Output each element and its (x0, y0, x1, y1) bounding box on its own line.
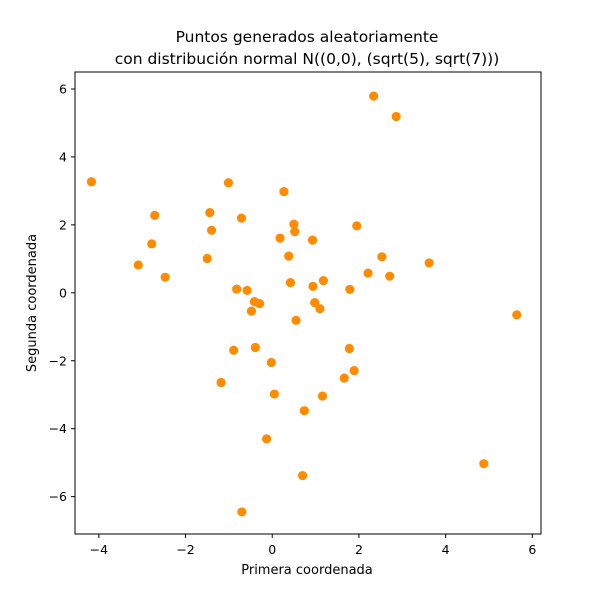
data-point (246, 306, 257, 316)
y-axis-label: Segunda coordenada (25, 234, 40, 372)
data-point (236, 213, 247, 223)
data-point (262, 434, 272, 444)
data-point (290, 227, 300, 237)
data-point (344, 343, 354, 354)
data-point (285, 278, 296, 288)
data-point (232, 284, 242, 294)
data-point (275, 233, 285, 243)
data-point (223, 178, 234, 188)
data-point (385, 271, 395, 281)
data-point (349, 366, 359, 376)
data-point (377, 252, 387, 262)
data-point (266, 357, 276, 368)
data-point (369, 91, 379, 101)
data-point (307, 235, 318, 245)
data-point (308, 281, 318, 291)
x-tick-label: −4 (90, 542, 108, 557)
data-point (424, 258, 434, 268)
x-tick-label: −2 (176, 542, 194, 557)
data-point (255, 299, 265, 309)
data-point (237, 507, 247, 517)
x-tick-label: 2 (355, 542, 363, 557)
y-tick-label: 2 (59, 217, 67, 232)
data-point (202, 253, 212, 264)
data-point (242, 285, 252, 296)
data-point (269, 389, 280, 399)
data-point (317, 391, 328, 401)
data-point (315, 304, 325, 314)
data-point (216, 377, 226, 388)
data-point (363, 268, 373, 278)
data-point (391, 111, 401, 122)
chart-title-line-2: con distribución normal N((0,0), (sqrt(5… (115, 50, 500, 68)
data-point (229, 345, 239, 355)
data-point (160, 272, 170, 282)
y-axis: −6 −4 −2 0 2 4 6 (49, 81, 75, 504)
y-tick-label: −6 (49, 489, 67, 504)
data-point (147, 239, 157, 249)
y-tick-label: 4 (59, 149, 67, 164)
data-point (250, 342, 260, 353)
data-point (284, 251, 294, 261)
x-axis-label: Primera coordenada (241, 563, 373, 578)
data-points (86, 91, 522, 517)
data-point (318, 275, 328, 286)
data-point (339, 373, 349, 383)
chart-title-line-1: Puntos generados aleatoriamente (176, 28, 439, 46)
data-point (133, 260, 143, 270)
y-tick-label: −4 (49, 421, 67, 436)
data-point (289, 219, 299, 229)
y-tick-label: 0 (59, 285, 67, 300)
data-point (150, 210, 160, 220)
data-point (279, 186, 289, 197)
x-axis: −4 −2 0 2 4 6 (90, 534, 536, 557)
plot-frame (74, 71, 542, 535)
data-point (86, 177, 97, 187)
data-point (512, 310, 522, 320)
x-tick-label: 6 (528, 542, 536, 557)
data-point (291, 315, 301, 325)
data-point (297, 470, 308, 481)
data-point (206, 225, 217, 235)
data-point (345, 284, 355, 295)
y-tick-label: −2 (49, 353, 67, 368)
data-point (310, 298, 320, 308)
y-tick-label: 6 (59, 81, 67, 96)
data-point (299, 406, 309, 416)
data-point (352, 221, 362, 231)
x-tick-label: 4 (442, 542, 450, 557)
x-tick-label: 0 (268, 542, 276, 557)
data-point (479, 459, 489, 469)
data-point (205, 208, 215, 218)
